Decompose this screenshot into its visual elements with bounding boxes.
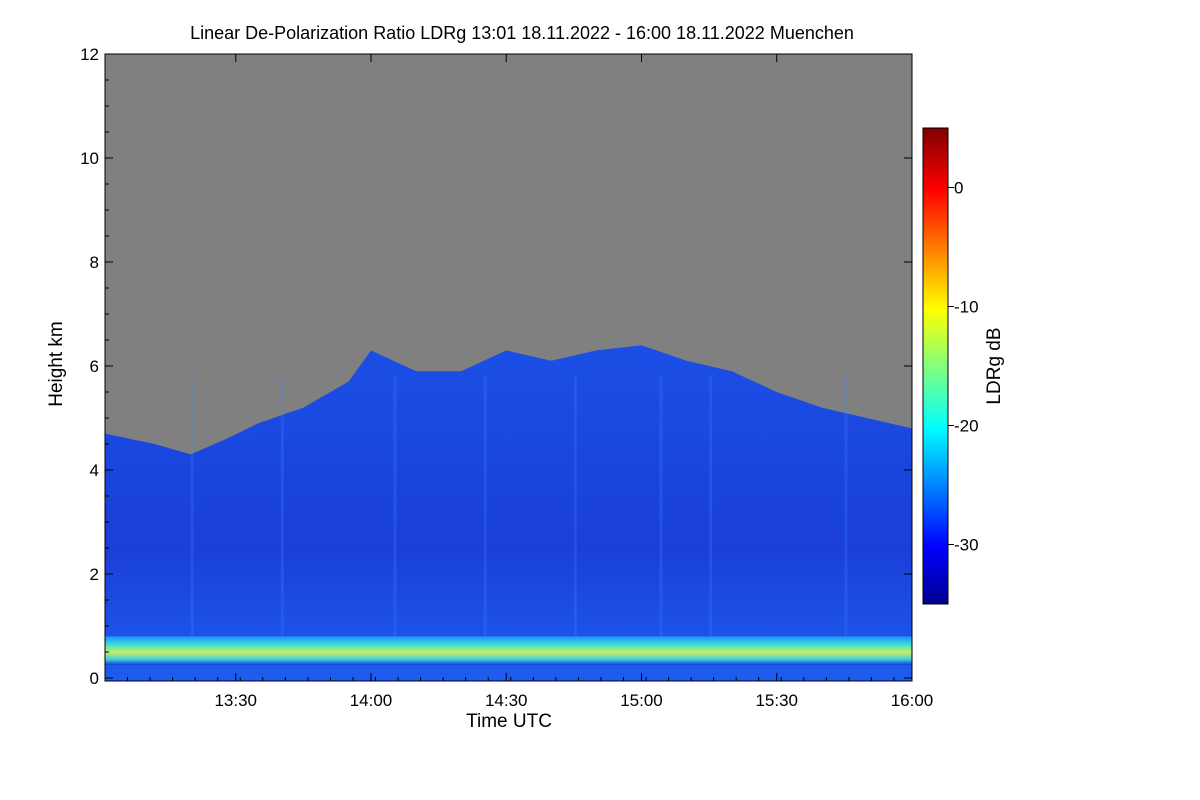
y-tick-label: 0 [90, 669, 99, 688]
y-tick-label: 12 [80, 45, 99, 64]
surface-layer-band [105, 636, 912, 665]
x-tick-label: 15:00 [620, 691, 663, 710]
colorbar-tick-label: 0 [954, 179, 963, 198]
plot-frame [104, 53, 913, 682]
fall-streak [844, 376, 848, 637]
y-tick-label: 10 [80, 149, 99, 168]
fall-streak [573, 376, 577, 637]
x-tick-label: 14:30 [485, 691, 528, 710]
fall-streak [659, 376, 663, 637]
colorbar-tick-label: -10 [954, 298, 979, 317]
x-tick-label: 14:00 [350, 691, 393, 710]
x-axis-label: Time UTC [466, 711, 552, 732]
fall-streak [190, 376, 194, 637]
colorbar: 0 -10 -20 -30 LDRg dB [922, 127, 1005, 605]
y-axis-label: Height km [46, 321, 67, 407]
colorbar-tick-label: -20 [954, 417, 979, 436]
fall-streak [483, 376, 487, 637]
fall-streak [393, 376, 397, 637]
plot-area [105, 54, 912, 681]
y-tick-label: 2 [90, 565, 99, 584]
y-axis: 0 2 4 6 8 10 12 [80, 45, 912, 688]
colorbar-tick-label: -30 [954, 536, 979, 555]
x-axis: 13:30 14:00 14:30 15:00 15:30 16:00 [104, 54, 934, 710]
colorbar-gradient [922, 127, 949, 605]
colorbar-label: LDRg dB [984, 327, 1005, 404]
y-tick-label: 8 [90, 253, 99, 272]
y-tick-label: 4 [90, 461, 99, 480]
y-tick-label: 6 [90, 357, 99, 376]
cloud-region [105, 345, 912, 681]
x-tick-label: 16:00 [891, 691, 934, 710]
x-tick-label: 13:30 [214, 691, 257, 710]
fall-streaks [190, 376, 848, 637]
x-tick-label: 15:30 [755, 691, 798, 710]
fall-streak [280, 376, 284, 637]
chart-title: Linear De-Polarization Ratio LDRg 13:01 … [190, 23, 854, 43]
fall-streak [709, 376, 713, 637]
colorbar-ticks: 0 -10 -20 -30 [948, 179, 979, 555]
